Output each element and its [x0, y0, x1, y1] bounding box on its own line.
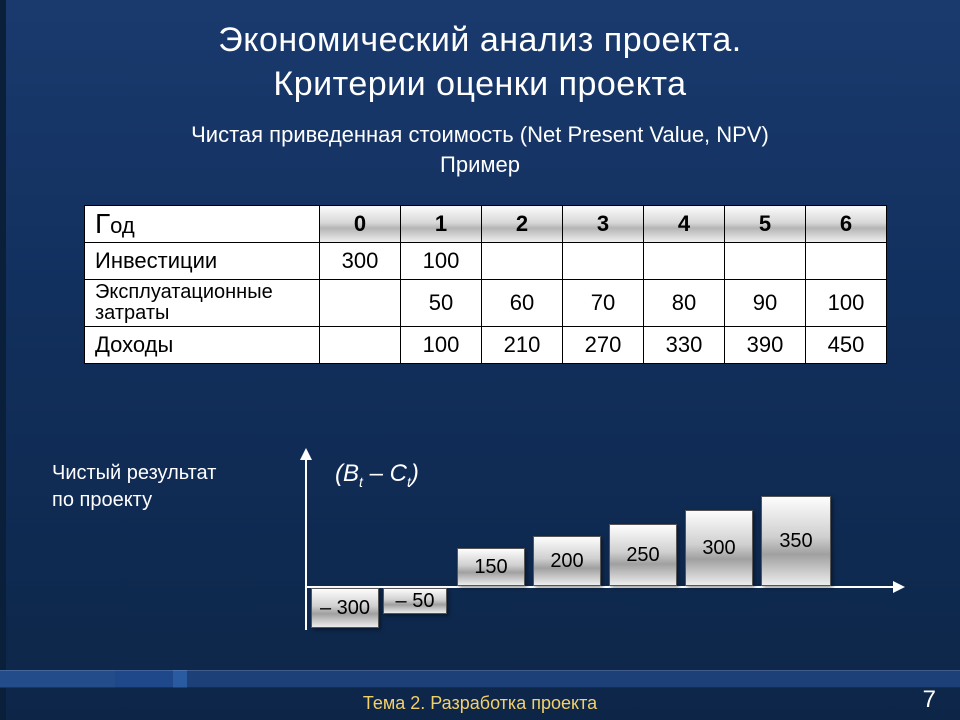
- cell: 210: [482, 327, 563, 364]
- chart-bar: – 300: [311, 588, 379, 628]
- year-6: 6: [806, 206, 887, 243]
- row-label-income: Доходы: [85, 327, 320, 364]
- year-5: 5: [725, 206, 806, 243]
- cell: [482, 243, 563, 280]
- year-0: 0: [320, 206, 401, 243]
- net-result-label: Чистый результат по проекту: [52, 460, 216, 514]
- cell: [806, 243, 887, 280]
- cell: 450: [806, 327, 887, 364]
- year-header: Год: [85, 206, 320, 243]
- y-axis: [305, 450, 307, 630]
- chart-bar: – 50: [383, 588, 447, 614]
- slide-title: Экономический анализ проекта. Критерии о…: [0, 0, 960, 106]
- chart-bar: 350: [761, 496, 831, 586]
- slide: Экономический анализ проекта. Критерии о…: [0, 0, 960, 720]
- title-line-2: Критерии оценки проекта: [273, 65, 686, 103]
- cell: [644, 243, 725, 280]
- chart-bar: 300: [685, 510, 753, 586]
- cell: 100: [401, 243, 482, 280]
- page-number: 7: [923, 686, 936, 714]
- table-header-row: Год 0 1 2 3 4 5 6: [85, 206, 887, 243]
- cell: 390: [725, 327, 806, 364]
- left-decor-strip: [0, 0, 6, 720]
- subtitle-line-2: Пример: [440, 152, 520, 177]
- year-3: 3: [563, 206, 644, 243]
- year-header-rest: од: [110, 213, 135, 238]
- subtitle-line-1: Чистая приведенная стоимость (Net Presen…: [191, 122, 769, 147]
- cell: 80: [644, 280, 725, 327]
- title-line-1: Экономический анализ проекта.: [218, 21, 742, 59]
- chart-bar: 150: [457, 548, 525, 586]
- cell: [563, 243, 644, 280]
- slide-subtitle: Чистая приведенная стоимость (Net Presen…: [0, 120, 960, 179]
- footer-text: Тема 2. Разработка проекта: [0, 693, 960, 714]
- net-label-l1: Чистый результат: [52, 462, 216, 484]
- cell: 300: [320, 243, 401, 280]
- row-label-invest: Инвестиции: [85, 243, 320, 280]
- cell: 90: [725, 280, 806, 327]
- year-1: 1: [401, 206, 482, 243]
- table-row: Инвестиции 300 100: [85, 243, 887, 280]
- cell: [320, 280, 401, 327]
- cell: 270: [563, 327, 644, 364]
- chart-bar: 250: [609, 524, 677, 586]
- net-label-l2: по проекту: [52, 489, 152, 511]
- cell: [320, 327, 401, 364]
- cell: 50: [401, 280, 482, 327]
- table-row: Эксплуатационные затраты 50 60 70 80 90 …: [85, 280, 887, 327]
- cell: 70: [563, 280, 644, 327]
- row-label-opex: Эксплуатационные затраты: [85, 280, 320, 327]
- year-header-letter: Г: [95, 208, 110, 239]
- cell: 60: [482, 280, 563, 327]
- year-2: 2: [482, 206, 563, 243]
- year-4: 4: [644, 206, 725, 243]
- cell: 100: [806, 280, 887, 327]
- chart-formula: (Bt – Ct): [335, 460, 419, 490]
- cell: 100: [401, 327, 482, 364]
- table-row: Доходы 100 210 270 330 390 450: [85, 327, 887, 364]
- cell: [725, 243, 806, 280]
- cell: 330: [644, 327, 725, 364]
- footer-band: [0, 670, 960, 688]
- chart-bar: 200: [533, 536, 601, 586]
- npv-table: Год 0 1 2 3 4 5 6 Инвестиции 300 100 Экс…: [84, 205, 887, 364]
- net-result-chart: (Bt – Ct) – 300– 50 150200250300350: [305, 450, 905, 650]
